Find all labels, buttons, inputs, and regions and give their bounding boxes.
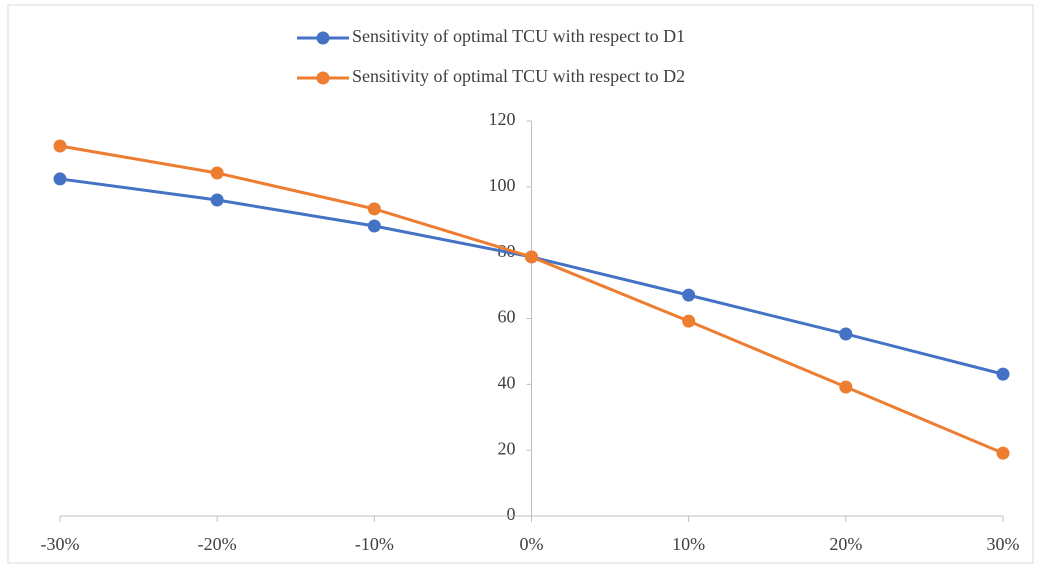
data-point bbox=[210, 193, 224, 207]
legend-marker bbox=[316, 71, 330, 85]
data-point bbox=[682, 314, 696, 328]
x-tick-label: 10% bbox=[672, 534, 705, 554]
legend-label: Sensitivity of optimal TCU with respect … bbox=[352, 26, 685, 46]
y-tick-label: 20 bbox=[498, 438, 516, 458]
data-point bbox=[996, 446, 1010, 460]
data-point bbox=[839, 380, 853, 394]
legend-marker bbox=[316, 31, 330, 45]
data-point bbox=[367, 202, 381, 216]
data-point bbox=[367, 219, 381, 233]
y-tick-label: 60 bbox=[498, 307, 516, 327]
x-tick-label: -10% bbox=[355, 534, 394, 554]
data-point bbox=[839, 327, 853, 341]
x-tick-label: 0% bbox=[520, 534, 544, 554]
data-point bbox=[53, 172, 67, 186]
x-tick-label: -20% bbox=[198, 534, 237, 554]
data-point bbox=[996, 367, 1010, 381]
y-tick-label: 0 bbox=[507, 504, 516, 524]
chart-border bbox=[7, 4, 1034, 564]
y-tick-label: 40 bbox=[498, 372, 516, 392]
legend-label: Sensitivity of optimal TCU with respect … bbox=[352, 66, 685, 86]
data-point bbox=[53, 139, 67, 153]
x-tick-label: -30% bbox=[41, 534, 80, 554]
data-point bbox=[210, 166, 224, 180]
x-tick-label: 30% bbox=[987, 534, 1020, 554]
y-tick-label: 100 bbox=[489, 175, 516, 195]
data-point bbox=[682, 288, 696, 302]
x-tick-label: 20% bbox=[829, 534, 862, 554]
data-point bbox=[525, 250, 538, 264]
y-tick-label: 120 bbox=[489, 109, 516, 129]
